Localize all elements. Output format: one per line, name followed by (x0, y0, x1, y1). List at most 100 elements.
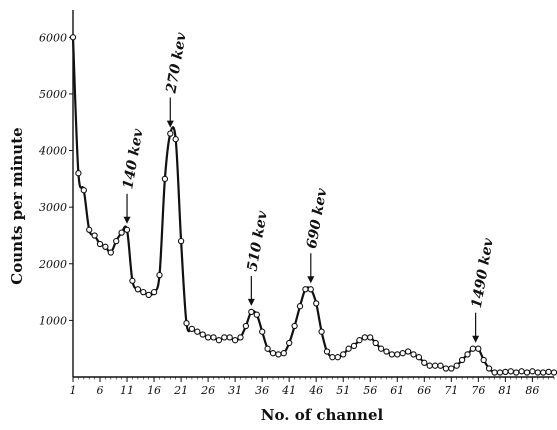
data-point (242, 322, 250, 330)
data-point (221, 334, 228, 341)
data-point (529, 368, 536, 375)
y-tick-label: 6000 (39, 31, 67, 44)
data-point (507, 368, 514, 375)
x-tick-label: 1 (70, 384, 77, 397)
data-point (345, 345, 352, 352)
y-axis-ticks: 1000 2000 3000 4000 5000 6000 (38, 31, 73, 327)
data-point (334, 354, 341, 361)
x-tick-label: 56 (363, 384, 377, 397)
x-tick-label: 6 (97, 384, 104, 397)
data-point (464, 351, 471, 358)
data-point (199, 331, 206, 338)
data-point (291, 322, 298, 330)
data-point (404, 348, 412, 355)
data-point (372, 339, 379, 347)
data-point (453, 362, 460, 369)
data-point (248, 308, 255, 316)
data-point (356, 337, 363, 344)
data-point (210, 334, 217, 341)
data-point (264, 345, 271, 352)
data-point (177, 237, 185, 245)
annotation-arrowhead (472, 335, 480, 343)
x-tick-label: 66 (417, 384, 431, 397)
data-point (156, 271, 163, 279)
data-point (188, 325, 196, 333)
peak-label: 690 kev (304, 186, 330, 250)
data-point (523, 369, 531, 376)
data-point (394, 351, 401, 358)
data-point (307, 286, 314, 293)
x-axis-ticks: 1 6 11 16 21 26 31 36 41 46 51 56 61 66 71 76 81 86 (70, 377, 555, 397)
data-point (480, 356, 487, 364)
data-point (485, 365, 493, 372)
y-tick-label: 4000 (38, 145, 67, 158)
data-point (448, 365, 455, 372)
data-point (167, 130, 174, 137)
data-point (475, 345, 482, 352)
x-tick-label: 61 (390, 384, 404, 397)
data-point (518, 368, 525, 375)
data-point (491, 369, 498, 376)
data-point (96, 240, 104, 248)
data-point (340, 351, 347, 358)
x-tick-label: 16 (147, 384, 161, 397)
data-point (540, 369, 547, 376)
data-point (204, 334, 212, 341)
y-axis-label: Counts per minute (8, 127, 26, 284)
data-point (123, 226, 131, 233)
data-point (502, 368, 509, 376)
data-point (383, 348, 390, 355)
data-point (172, 136, 179, 143)
annotation-arrowhead (247, 298, 255, 306)
data-point (399, 350, 406, 357)
peak-label: 1490 kev (469, 236, 497, 309)
data-points (69, 34, 557, 376)
data-point (215, 337, 223, 344)
x-tick-label: 41 (281, 384, 296, 397)
data-point (237, 334, 244, 341)
data-point (388, 351, 396, 358)
x-axis-label: No. of channel (261, 406, 384, 424)
y-tick-label: 2000 (38, 258, 67, 271)
x-tick-label: 81 (498, 384, 512, 397)
annotation-arrowhead (123, 216, 131, 224)
x-tick-label: 21 (173, 384, 188, 397)
data-point (194, 328, 201, 335)
data-point (75, 170, 82, 177)
data-point (86, 226, 93, 233)
data-point (361, 334, 368, 341)
data-point (513, 369, 520, 376)
data-point (140, 288, 147, 296)
x-tick-label: 11 (120, 384, 134, 397)
x-tick-label: 76 (471, 384, 485, 397)
data-point (145, 291, 152, 299)
data-point (91, 232, 98, 239)
data-point (296, 303, 304, 310)
data-point (302, 286, 309, 293)
x-tick-label: 46 (308, 384, 323, 397)
data-point (150, 288, 158, 296)
peak-annotations: 140 kev 270 kev 510 kev 690 kev 1490 kev (120, 31, 497, 343)
x-tick-label: 26 (200, 384, 215, 397)
data-point (350, 342, 358, 350)
data-point (442, 365, 450, 372)
data-point (469, 345, 477, 352)
data-point (534, 369, 541, 376)
x-tick-label: 71 (444, 384, 458, 397)
data-point (415, 354, 423, 361)
y-tick-label: 5000 (39, 88, 67, 101)
data-point (329, 354, 336, 361)
data-point (275, 351, 282, 358)
annotation-arrowhead (166, 120, 174, 128)
data-point (410, 351, 417, 358)
data-point (367, 334, 374, 341)
x-tick-label: 36 (255, 384, 269, 397)
data-point (545, 368, 552, 376)
data-point (80, 187, 87, 194)
data-point (69, 34, 77, 41)
data-point (231, 337, 239, 344)
peak-label: 510 kev (245, 209, 271, 273)
data-point (259, 328, 266, 335)
y-tick-label: 3000 (39, 201, 67, 214)
